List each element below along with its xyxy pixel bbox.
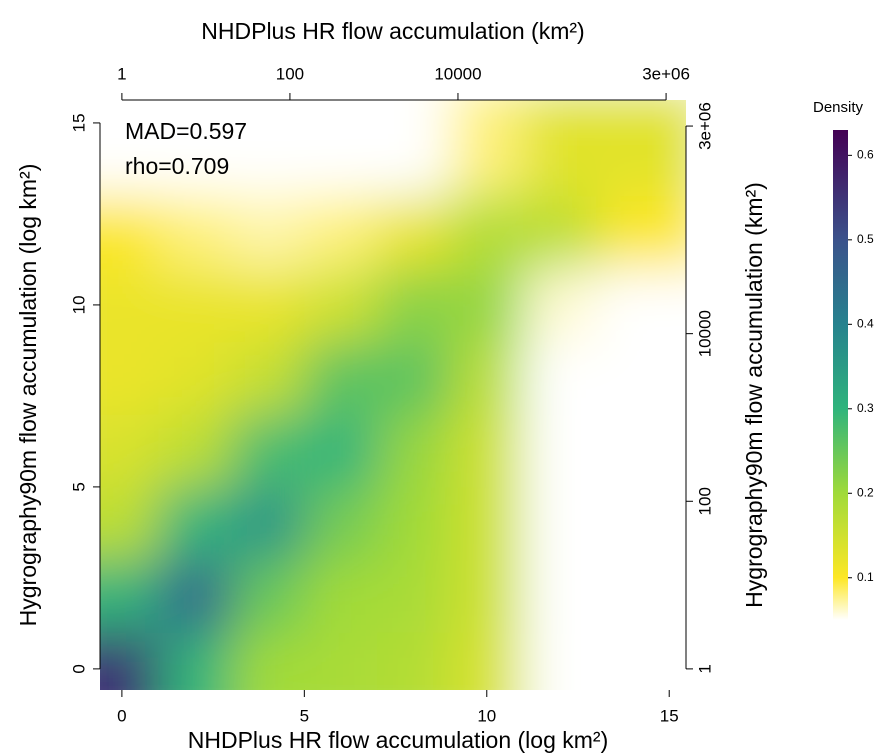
- density-cell: [450, 341, 524, 415]
- density-cell: [100, 195, 159, 270]
- density-cell: [596, 195, 686, 270]
- density-cell: [231, 195, 305, 270]
- top-axis-title: NHDPlus HR flow accumulation (km²): [201, 18, 584, 44]
- colorbar-title: Density: [813, 99, 864, 116]
- density-cell: [158, 100, 232, 197]
- density-cell: [450, 559, 524, 633]
- density-cell: [100, 100, 159, 197]
- x-tick-label: 10: [477, 706, 496, 725]
- density-cell: [100, 632, 159, 690]
- x-tick-label: 5: [300, 706, 309, 725]
- density-cell: [523, 341, 597, 415]
- density-cell: [523, 100, 597, 197]
- density-cell: [304, 100, 378, 197]
- density-cell: [231, 268, 305, 342]
- density-cell: [377, 195, 451, 270]
- density-cell: [231, 100, 305, 197]
- density-cell: [377, 559, 451, 633]
- y2-tick-label: 3e+06: [695, 102, 714, 150]
- density-cell: [231, 632, 305, 690]
- density-cell: [231, 341, 305, 415]
- colorbar-tick-label: 0.6: [857, 148, 874, 162]
- annotation: MAD=0.597: [125, 118, 247, 144]
- density-cell: [158, 195, 232, 270]
- density-cell: [450, 414, 524, 488]
- density-cell: [231, 559, 305, 633]
- density-field: [100, 100, 686, 690]
- density-cell: [450, 632, 524, 690]
- density-cell: [450, 195, 524, 270]
- density-cell: [523, 632, 597, 690]
- density-cell: [377, 100, 451, 197]
- colorbar: [833, 130, 848, 620]
- density-cell: [304, 268, 378, 342]
- density-cell: [596, 559, 686, 633]
- x-tick-label: 15: [660, 706, 679, 725]
- density-cell: [158, 486, 232, 561]
- colorbar-tick-label: 0.4: [857, 316, 874, 330]
- y2-axis-title: Hygrography90m flow accumulation (km²): [741, 182, 767, 608]
- x2-tick-label: 100: [276, 64, 304, 83]
- y-tick-label: 5: [69, 482, 88, 491]
- colorbar-tick-label: 0.5: [857, 232, 874, 246]
- y-tick-label: 15: [69, 113, 88, 132]
- density-cell: [304, 341, 378, 415]
- density-cell: [523, 195, 597, 270]
- density-cell: [523, 486, 597, 561]
- density-cell: [158, 268, 232, 342]
- density-cell: [100, 559, 159, 633]
- density-cell: [450, 100, 524, 197]
- density-cell: [377, 268, 451, 342]
- density-cell: [100, 414, 159, 488]
- density-cell: [100, 486, 159, 561]
- density-cell: [231, 486, 305, 561]
- density-cell: [377, 632, 451, 690]
- density-cell: [158, 341, 232, 415]
- density-cell: [596, 100, 686, 197]
- density-cell: [523, 268, 597, 342]
- y-tick-label: 0: [69, 664, 88, 673]
- density-cell: [450, 268, 524, 342]
- density-cell: [304, 559, 378, 633]
- density-cell: [377, 486, 451, 561]
- density-cell: [100, 341, 159, 415]
- density-cell: [304, 414, 378, 488]
- density-cell: [158, 414, 232, 488]
- density-cell: [231, 414, 305, 488]
- density-cell: [304, 486, 378, 561]
- density-cell: [304, 195, 378, 270]
- density-cell: [158, 559, 232, 633]
- x2-tick-label: 3e+06: [642, 64, 690, 83]
- x2-tick-label: 10000: [434, 64, 481, 83]
- y2-tick-label: 100: [695, 487, 714, 515]
- y2-tick-label: 10000: [695, 310, 714, 357]
- density-cell: [158, 632, 232, 690]
- x2-tick-label: 1: [117, 64, 126, 83]
- colorbar-tick-label: 0.3: [857, 401, 874, 415]
- density-cell: [304, 632, 378, 690]
- density-cell: [450, 486, 524, 561]
- x-axis-title: NHDPlus HR flow accumulation (log km²): [188, 727, 609, 753]
- density-cell: [596, 341, 686, 415]
- y2-tick-label: 1: [695, 664, 714, 673]
- density-cell: [100, 268, 159, 342]
- density-cell: [377, 414, 451, 488]
- density-cell: [523, 414, 597, 488]
- colorbar-tick-label: 0.1: [857, 570, 874, 584]
- y-axis-title: Hygrography90m flow accumulation (log km…: [15, 164, 41, 627]
- density-cell: [596, 268, 686, 342]
- density-cell: [523, 559, 597, 633]
- density-cell: [596, 486, 686, 561]
- density-cell: [596, 414, 686, 488]
- density-cell: [377, 341, 451, 415]
- colorbar-tick-label: 0.2: [857, 485, 874, 499]
- x-tick-label: 0: [117, 706, 126, 725]
- density-cell: [596, 632, 686, 690]
- annotation: rho=0.709: [125, 153, 229, 179]
- y-tick-label: 10: [69, 295, 88, 314]
